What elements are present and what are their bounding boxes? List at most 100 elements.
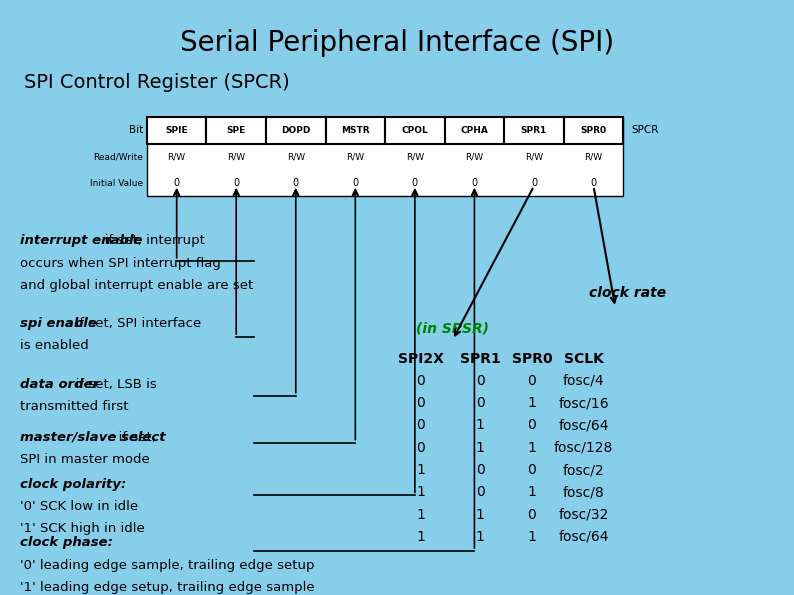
Text: occurs when SPI interrupt flag: occurs when SPI interrupt flag xyxy=(20,256,221,270)
Text: : if set, SPI interface: : if set, SPI interface xyxy=(67,317,202,330)
Text: 0: 0 xyxy=(416,418,426,433)
Text: SPR0: SPR0 xyxy=(580,126,607,135)
Bar xyxy=(504,117,564,143)
Bar xyxy=(147,117,623,196)
Text: 4: 4 xyxy=(352,126,359,136)
Text: 0: 0 xyxy=(476,463,485,477)
Text: 0: 0 xyxy=(233,178,239,188)
Text: 0: 0 xyxy=(591,178,596,188)
Text: R/W: R/W xyxy=(168,152,186,161)
Text: R/W: R/W xyxy=(227,152,245,161)
Text: 0: 0 xyxy=(527,508,537,522)
Text: is enabled: is enabled xyxy=(20,339,89,352)
Text: 1: 1 xyxy=(476,441,485,455)
Text: '0' SCK low in idle: '0' SCK low in idle xyxy=(20,500,138,513)
Text: 1: 1 xyxy=(416,486,426,499)
Text: 1: 1 xyxy=(416,508,426,522)
Text: '1' SCK high in idle: '1' SCK high in idle xyxy=(20,522,145,536)
Text: 1: 1 xyxy=(527,396,537,410)
Text: fosc/8: fosc/8 xyxy=(563,486,604,499)
Text: and global interrupt enable are set: and global interrupt enable are set xyxy=(20,279,253,292)
Text: 0: 0 xyxy=(416,374,426,388)
Bar xyxy=(564,117,623,143)
Text: 0: 0 xyxy=(293,178,299,188)
Text: 3: 3 xyxy=(411,126,418,136)
Text: fosc/64: fosc/64 xyxy=(558,418,609,433)
Text: R/W: R/W xyxy=(584,152,603,161)
Text: 7: 7 xyxy=(173,126,180,136)
Text: fosc/128: fosc/128 xyxy=(554,441,613,455)
Text: SPE: SPE xyxy=(226,126,246,135)
Text: CPHA: CPHA xyxy=(461,126,488,135)
Text: 1: 1 xyxy=(476,508,485,522)
Text: : if set, LSB is: : if set, LSB is xyxy=(67,378,157,391)
Text: : if set,: : if set, xyxy=(110,431,156,444)
Text: SPCR: SPCR xyxy=(631,126,658,136)
Text: : if set, interrupt: : if set, interrupt xyxy=(96,234,205,248)
Bar xyxy=(266,117,326,143)
Text: SPI Control Register (SPCR): SPI Control Register (SPCR) xyxy=(24,73,290,92)
Text: clock rate: clock rate xyxy=(588,286,666,300)
Text: 1: 1 xyxy=(476,530,485,544)
Text: 1: 1 xyxy=(527,530,537,544)
Text: 0: 0 xyxy=(476,396,485,410)
Text: SPR1: SPR1 xyxy=(521,126,547,135)
Text: 0: 0 xyxy=(590,126,597,136)
Text: R/W: R/W xyxy=(287,152,305,161)
Text: 0: 0 xyxy=(174,178,179,188)
Bar xyxy=(385,117,445,143)
Text: fosc/64: fosc/64 xyxy=(558,530,609,544)
Text: data order: data order xyxy=(20,378,99,391)
Text: 0: 0 xyxy=(412,178,418,188)
Bar xyxy=(326,117,385,143)
Text: master/slave select: master/slave select xyxy=(20,431,165,444)
Text: 2: 2 xyxy=(471,126,478,136)
Text: 0: 0 xyxy=(416,396,426,410)
Text: 0: 0 xyxy=(476,486,485,499)
Bar xyxy=(206,117,266,143)
Text: 1: 1 xyxy=(476,418,485,433)
Text: MSTR: MSTR xyxy=(341,126,370,135)
Text: clock phase:: clock phase: xyxy=(20,536,113,549)
Text: 0: 0 xyxy=(527,463,537,477)
Text: 0: 0 xyxy=(472,178,477,188)
Text: SPR1: SPR1 xyxy=(460,352,501,366)
Text: 0: 0 xyxy=(527,418,537,433)
Text: 1: 1 xyxy=(416,463,426,477)
Bar xyxy=(147,117,206,143)
Text: R/W: R/W xyxy=(406,152,424,161)
Text: fosc/32: fosc/32 xyxy=(558,508,609,522)
Text: SPR0: SPR0 xyxy=(511,352,553,366)
Text: 0: 0 xyxy=(476,374,485,388)
Text: 5: 5 xyxy=(292,126,299,136)
Text: 0: 0 xyxy=(353,178,358,188)
Text: 1: 1 xyxy=(527,486,537,499)
Text: Initial Value: Initial Value xyxy=(90,178,143,187)
Text: transmitted first: transmitted first xyxy=(20,400,129,414)
Text: SPIE: SPIE xyxy=(165,126,188,135)
Text: Serial Peripheral Interface (SPI): Serial Peripheral Interface (SPI) xyxy=(180,29,614,57)
Text: 1: 1 xyxy=(530,126,538,136)
Bar xyxy=(445,117,504,143)
Text: clock polarity:: clock polarity: xyxy=(20,478,126,491)
Text: fosc/16: fosc/16 xyxy=(558,396,609,410)
Text: SPI2X: SPI2X xyxy=(398,352,444,366)
Text: SCLK: SCLK xyxy=(564,352,603,366)
Text: interrupt enable: interrupt enable xyxy=(20,234,142,248)
Text: CPOL: CPOL xyxy=(402,126,428,135)
Text: 6: 6 xyxy=(233,126,240,136)
Text: 0: 0 xyxy=(527,374,537,388)
Text: 0: 0 xyxy=(416,441,426,455)
Text: Bit: Bit xyxy=(129,126,143,136)
Text: DOPD: DOPD xyxy=(281,126,310,135)
Text: (in SPSR): (in SPSR) xyxy=(416,321,489,335)
Text: 0: 0 xyxy=(531,178,537,188)
Text: '0' leading edge sample, trailing edge setup: '0' leading edge sample, trailing edge s… xyxy=(20,559,314,572)
Text: 1: 1 xyxy=(527,441,537,455)
Text: Read/Write: Read/Write xyxy=(93,152,143,161)
Text: R/W: R/W xyxy=(525,152,543,161)
Text: '1' leading edge setup, trailing edge sample: '1' leading edge setup, trailing edge sa… xyxy=(20,581,314,594)
Text: R/W: R/W xyxy=(465,152,484,161)
Text: R/W: R/W xyxy=(346,152,364,161)
Text: spi enable: spi enable xyxy=(20,317,97,330)
